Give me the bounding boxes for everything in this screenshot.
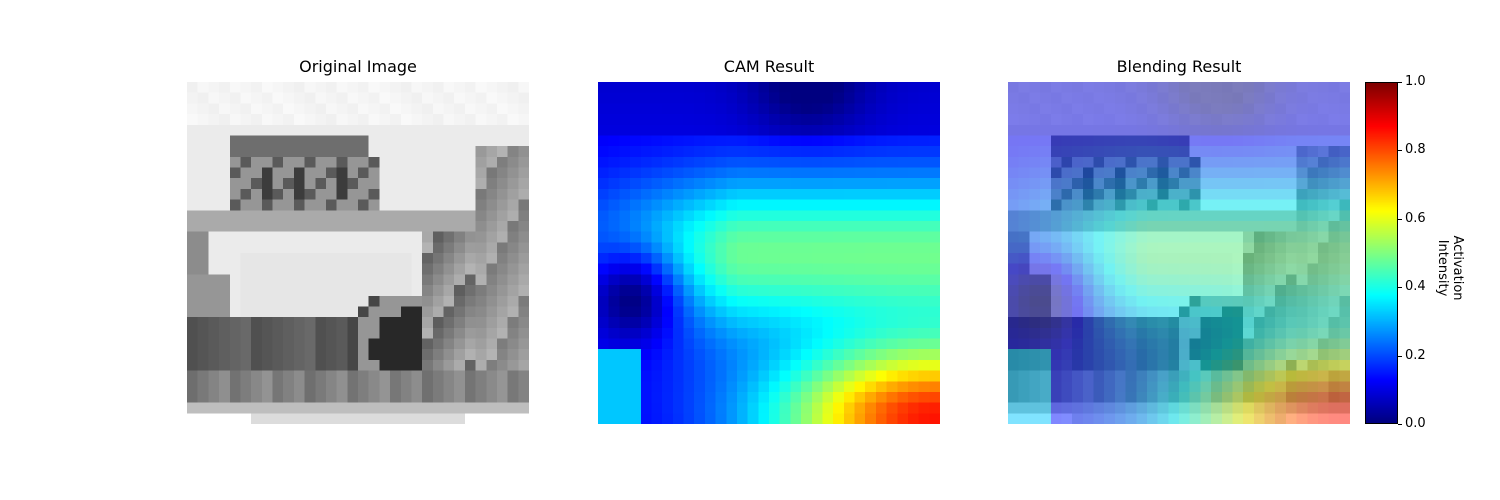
blend-image [1008,82,1350,424]
colorbar-tick-mark [1398,355,1402,357]
panel-title-blend: Blending Result [1116,57,1242,76]
colorbar-tick-label: 0.0 [1405,416,1426,431]
colorbar-tick-mark [1398,150,1402,152]
colorbar-tick-mark [1398,82,1402,83]
colorbar-tick-label: 0.4 [1405,279,1426,295]
panel-title-original: Original Image [299,57,417,76]
colorbar-tick-mark [1398,287,1402,289]
colorbar-gradient [1366,83,1397,423]
cam-heatmap [598,82,940,424]
colorbar [1365,82,1398,424]
cam-heatmap-panel [598,82,940,424]
colorbar-label: Activation Intensity [1435,235,1465,301]
blend-panel [1008,82,1350,424]
colorbar-tick-mark [1398,218,1402,220]
colorbar-tick-label: 0.2 [1405,347,1426,363]
colorbar-tick-label: 0.6 [1405,210,1426,226]
colorbar-tick-mark [1398,424,1402,425]
colorbar-tick-label: 0.8 [1405,142,1426,158]
original-image-panel [187,82,529,424]
panel-title-cam: CAM Result [723,57,815,76]
colorbar-tick-label: 1.0 [1405,74,1426,89]
original-image [187,82,529,424]
